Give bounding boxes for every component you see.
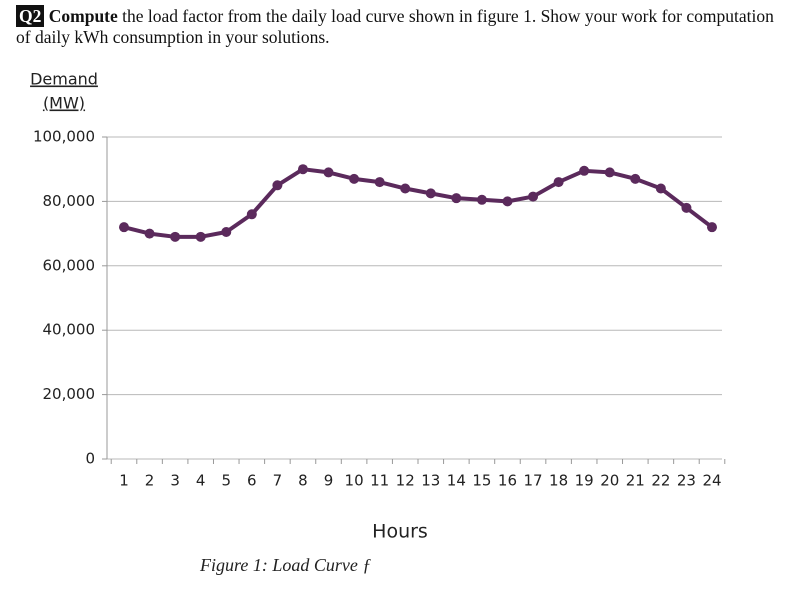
data-point — [502, 196, 513, 207]
y-tick-label: 40,000 — [43, 321, 96, 339]
y-tick-label: 80,000 — [43, 192, 96, 210]
data-point — [400, 183, 411, 194]
y-tick-label: 20,000 — [43, 385, 96, 403]
y-tick-label: 100,000 — [33, 128, 95, 146]
data-point — [476, 194, 487, 205]
data-point — [297, 164, 308, 175]
x-tick-label: 18 — [549, 472, 568, 490]
x-tick-label: 11 — [370, 472, 389, 490]
question: Q2 Compute the load factor from the dail… — [16, 5, 786, 48]
x-tick-label: 3 — [170, 472, 180, 490]
data-point — [630, 173, 641, 184]
x-tick-label: 9 — [324, 472, 334, 490]
data-point — [195, 231, 206, 242]
data-point — [119, 222, 129, 233]
x-tick-label: 22 — [651, 472, 670, 490]
data-point — [579, 165, 590, 176]
data-point — [323, 167, 334, 178]
data-point — [425, 188, 436, 199]
x-tick-label: 2 — [145, 472, 155, 490]
x-tick-label: 12 — [396, 472, 415, 490]
data-point — [170, 231, 181, 242]
data-point — [221, 226, 232, 237]
x-tick-label: 4 — [196, 472, 206, 490]
x-tick-label: 8 — [298, 472, 308, 490]
data-point — [553, 177, 564, 188]
x-tick-label: 1 — [119, 472, 129, 490]
data-point — [349, 173, 360, 184]
x-tick-label: 19 — [575, 472, 594, 490]
figure-caption: Figure 1: Load Curve ƒ — [199, 555, 371, 575]
x-axis-label: Hours — [372, 521, 428, 543]
y-tick-label: 0 — [85, 450, 95, 468]
data-point — [144, 228, 155, 239]
x-tick-label: 7 — [273, 472, 283, 490]
data-point — [681, 202, 692, 213]
x-tick-label: 23 — [677, 472, 696, 490]
data-point — [246, 209, 257, 220]
x-tick-label: 6 — [247, 472, 257, 490]
data-point — [707, 222, 717, 233]
y-tick-label: 60,000 — [43, 256, 96, 274]
x-tick-label: 24 — [702, 472, 721, 490]
data-point — [655, 183, 666, 194]
series-line — [123, 167, 714, 239]
y-axis-label: (MW) — [43, 94, 85, 113]
x-tick-label: 15 — [472, 472, 491, 490]
x-tick-label: 5 — [221, 472, 231, 490]
x-tick-label: 10 — [345, 472, 364, 490]
data-point — [528, 191, 539, 202]
x-tick-label: 13 — [421, 472, 440, 490]
y-axis-label: Demand — [30, 70, 98, 89]
data-point — [451, 193, 462, 204]
question-verb: Compute — [48, 6, 118, 26]
x-tick-label: 16 — [498, 472, 517, 490]
x-tick-label: 17 — [523, 472, 542, 490]
data-point — [604, 167, 615, 178]
x-tick-label: 20 — [600, 472, 619, 490]
question-text: the load factor from the daily load curv… — [16, 6, 774, 47]
question-label: Q2 — [16, 5, 45, 27]
x-tick-label: 21 — [626, 472, 645, 490]
data-point — [272, 180, 283, 191]
x-tick-label: 14 — [447, 472, 466, 490]
data-point — [374, 177, 385, 188]
